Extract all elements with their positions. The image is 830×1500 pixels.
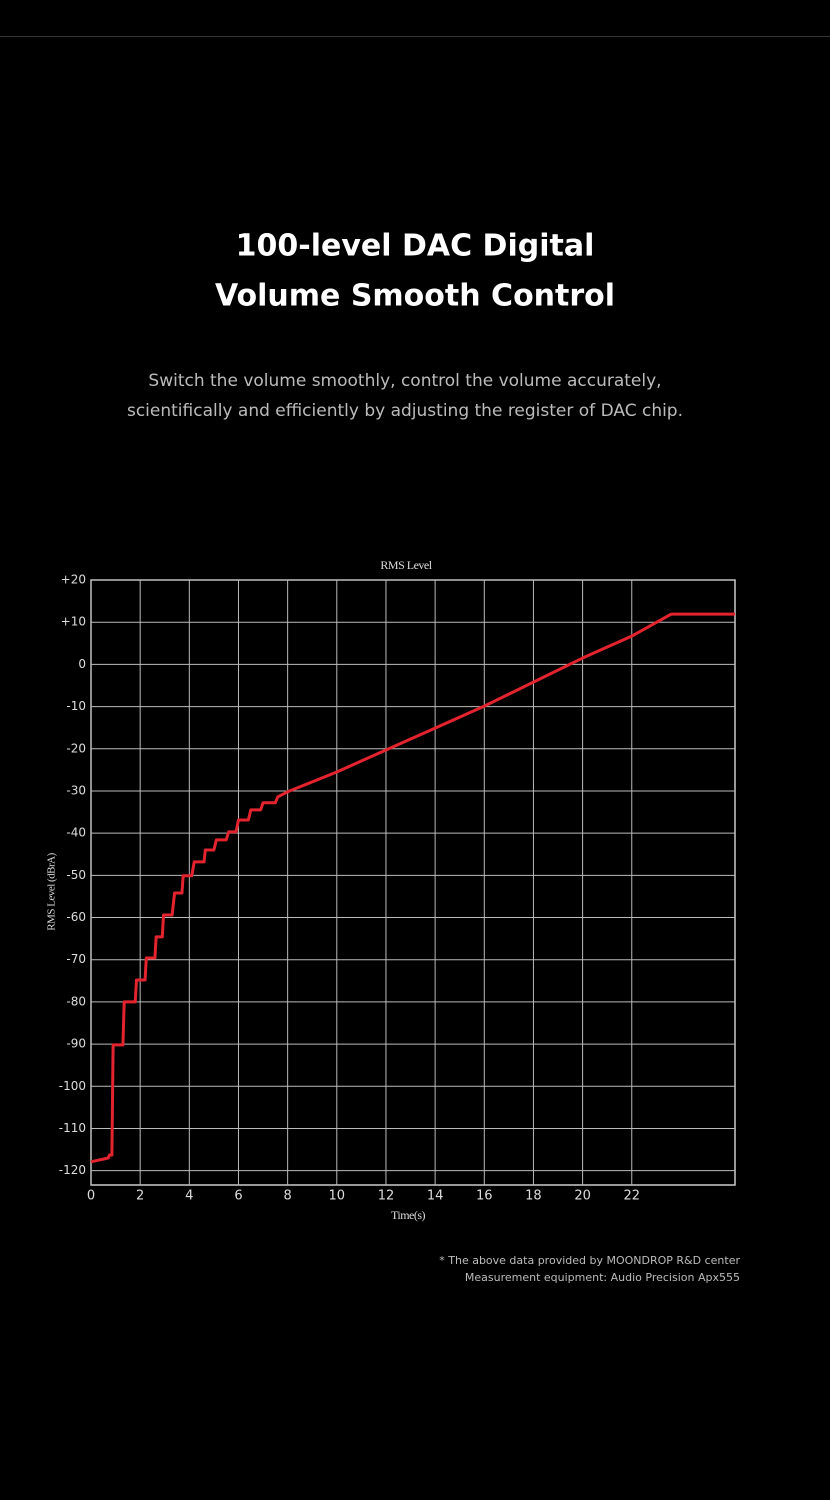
- footnote: * The above data provided by MOONDROP R&…: [439, 1254, 740, 1267]
- plot: +20 +10 0 -10 -20 -30 -40 -50 -60 -70 -80 -90 -100 -1…: [59, 573, 736, 1204]
- y-tick-label: -60: [66, 910, 86, 924]
- y-tick-label: -50: [66, 868, 86, 882]
- y-tick-label: +20: [61, 573, 86, 587]
- x-tick-label: 14: [427, 1189, 444, 1204]
- subtitle: Switch the volume smoothly, control the …: [148, 371, 661, 391]
- y-tick-label: -90: [66, 1037, 86, 1051]
- x-tick-label: 20: [574, 1189, 591, 1204]
- plot-frame: [90, 579, 736, 1186]
- y-tick-label: -110: [59, 1121, 86, 1135]
- y-tick-label: -70: [66, 952, 86, 966]
- y-tick-label: -30: [66, 783, 86, 797]
- x-tick-label: 8: [284, 1189, 292, 1204]
- y-tick-label: -20: [66, 741, 86, 755]
- x-axis-label: Time(s): [391, 1208, 426, 1222]
- x-tick-label: 18: [525, 1189, 542, 1204]
- x-tick-label: 16: [476, 1189, 493, 1204]
- y-tick-label: -80: [66, 994, 86, 1008]
- x-tick-label: 10: [329, 1189, 346, 1204]
- subtitle: scientifically and efficiently by adjust…: [127, 401, 683, 421]
- y-tick-label: +10: [61, 615, 86, 629]
- x-tick-label: 4: [185, 1189, 193, 1204]
- data-line: [90, 612, 735, 1164]
- x-tick-label: 6: [234, 1189, 242, 1204]
- headline: 100-level DAC Digital: [236, 229, 595, 264]
- y-tick-label: -120: [59, 1163, 86, 1177]
- y-tick-label: -100: [59, 1079, 86, 1093]
- chart-title: RMS Level: [380, 558, 432, 572]
- y-tick-label: -10: [66, 699, 86, 713]
- x-tick-label: 0: [87, 1189, 95, 1204]
- y-tick-label: 0: [78, 657, 86, 671]
- x-tick-label: 12: [378, 1189, 395, 1204]
- footnote: Measurement equipment: Audio Precision A…: [465, 1271, 740, 1284]
- y-axis-label: RMS Level (dBrA): [46, 852, 58, 930]
- x-tick-label: 2: [136, 1189, 144, 1204]
- y-tick-label: -40: [66, 826, 86, 840]
- headline: Volume Smooth Control: [215, 279, 615, 314]
- x-tick-label: 22: [623, 1189, 640, 1204]
